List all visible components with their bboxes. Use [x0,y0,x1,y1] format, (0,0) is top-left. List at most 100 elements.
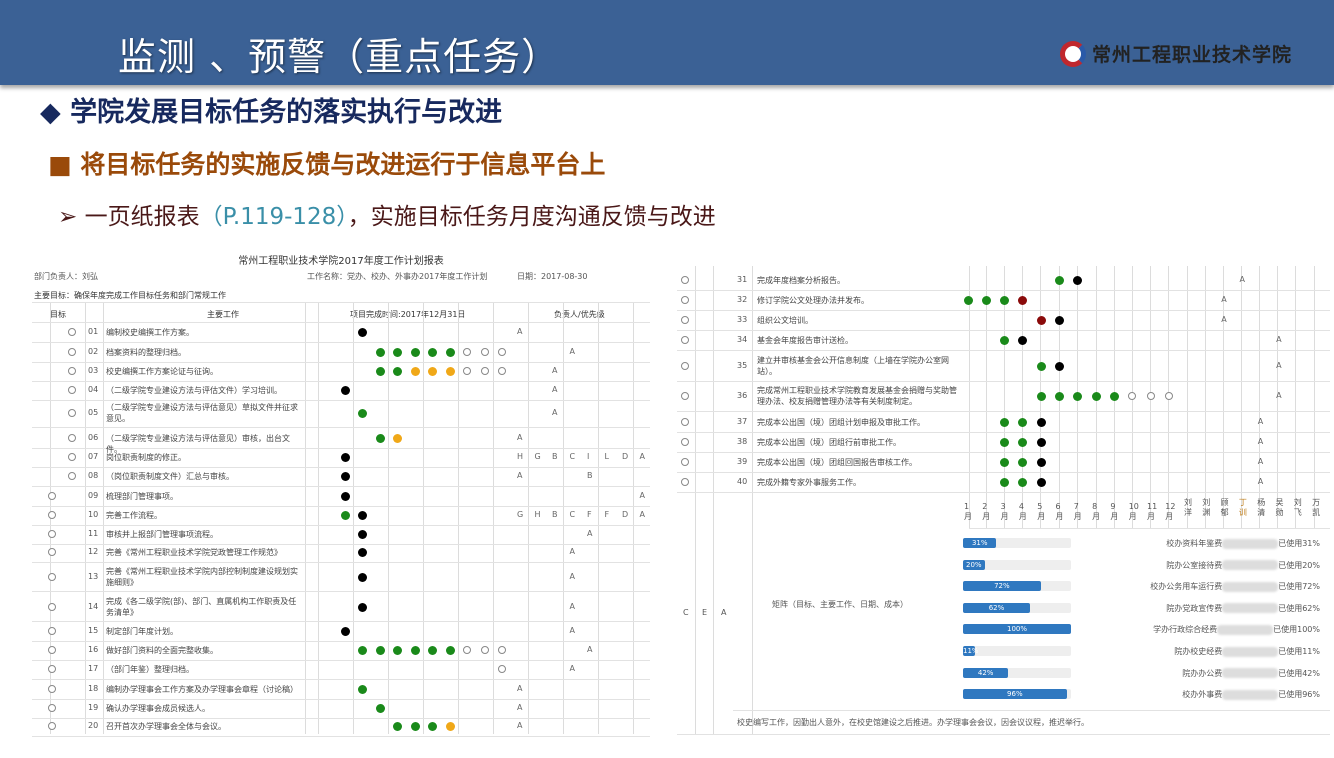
row-divider [32,561,650,563]
budget-name: 院办办公费 [1182,668,1223,678]
budget-label: 校办资料年鉴费 已使用31% [1166,538,1320,549]
col-deadline: 项目完成时间:2017年12月31日 [350,310,466,319]
row-divider [32,505,650,507]
budget-label: 校办公务用车运行费 已使用72% [1150,581,1320,592]
row-divider [32,447,650,449]
col-goal: 目标 [50,310,66,319]
column-divider [1241,266,1242,528]
task-text: （二级学院专业建设方法与评估意见）草拟文件并征求意见。 [106,403,298,423]
black-status-dot [1036,417,1046,427]
task-text: 审核并上报部门管理事项流程。 [106,530,218,539]
column-divider [1223,266,1224,528]
green-status-dot [375,347,385,357]
month-header: 12月 [1165,502,1176,521]
black-status-dot [1036,457,1046,467]
priority-letter: A [517,433,523,442]
black-status-dot [1018,335,1028,345]
budget-used: 已使用100% [1273,625,1320,635]
owner-header: 刘渊 [1202,498,1211,517]
empty-status-circle [480,645,489,654]
owner-header: 刘洋 [1184,498,1192,517]
green-status-dot [393,366,402,376]
priority-letter: A [517,721,523,730]
priority-letter: G [517,510,524,519]
logo-text: 常州工程职业技术学院 [1092,44,1293,66]
row-divider [32,380,650,382]
priority-letter: A [552,408,558,417]
goal-circle-2 [68,472,76,480]
column-divider [103,302,104,734]
black-status-dot [1073,275,1083,285]
priority-letter: F [587,510,592,519]
task-text: 完成外籍专家外事服务工作。 [757,478,861,487]
row-divider [32,591,650,592]
green-status-dot [1018,477,1028,487]
priority-letter: A [639,491,645,500]
budget-progress-fill: 42% [963,667,1009,678]
row-divider [32,717,650,719]
black-status-dot [340,471,350,481]
yellow-status-dot [445,366,455,376]
task-number: 01 [88,327,99,336]
green-status-dot [340,510,350,520]
budget-label: 院办党政宣传费 已使用62% [1166,603,1320,614]
black-status-dot [1036,477,1046,487]
black-status-dot [340,491,350,501]
goal-circle [681,336,689,344]
row-divider [32,466,650,468]
black-status-dot [358,602,367,612]
green-status-dot [428,721,437,731]
goal-circle [681,392,689,400]
task-text: 档案资料的整理归档。 [106,348,186,357]
work-plan-table-right: 31 完成年度档案分析报告。 A 32 修订学院公文处理办法并发布。 A 33 组织公文培训。… [677,266,1330,736]
budget-progress-fill: 31% [963,538,997,548]
green-status-dot [1055,391,1064,401]
goal-circle [681,316,689,324]
column-divider [713,266,714,734]
goal-circle-1 [48,548,56,556]
green-status-dot [445,645,455,655]
budget-label: 校办外事费 已使用96% [1182,689,1320,700]
column-divider [1259,266,1260,528]
goal-circle-1 [48,646,56,654]
bullet-3: ➢ 一页纸报表（P.119-128），实施目标任务月度沟通反馈与改进 [58,197,716,231]
logo-emblem-icon [1060,40,1086,67]
column-divider [493,302,494,734]
green-status-dot [1018,437,1028,447]
green-status-dot [410,721,420,731]
priority-letter: A [517,327,523,336]
empty-status-circle [1164,391,1173,400]
goal-circle-2 [68,367,76,375]
empty-status-circle [463,366,471,375]
row-divider [733,710,1330,711]
month-header: 1月 [964,502,972,521]
task-number: 10 [88,510,99,519]
slide-title: 监测 、预警（重点任务） [118,35,561,79]
priority-letter: B [552,452,558,461]
month-header: 3月 [1000,502,1009,521]
owner-header: 刘飞 [1293,498,1302,517]
priority-letter: A [569,602,575,611]
empty-status-circle [480,347,489,356]
priority-letter: A [1257,457,1264,466]
empty-status-circle [463,347,471,356]
priority-letter: D [622,452,629,461]
green-status-dot [1000,417,1010,427]
column-divider [633,302,634,734]
column-divider [528,302,529,734]
row-divider [32,524,650,526]
bullet-2-text: 将目标任务的实施反馈与改进运行于信息平台上 [80,150,606,179]
task-number: 20 [88,721,99,730]
empty-status-circle [463,645,471,654]
redacted-amount [1222,689,1279,700]
budget-progress-bar: 31% [963,538,1071,548]
budget-label: 院办办公费 已使用42% [1182,668,1320,679]
green-status-dot [1036,361,1046,371]
priority-letter: C [683,608,689,617]
priority-letter: A [569,347,575,356]
priority-letter: A [587,529,593,538]
budget-used: 已使用31% [1278,539,1320,548]
budget-progress-bar: 100% [963,624,1071,635]
column-divider [423,302,424,734]
priority-letter: A [569,547,575,556]
